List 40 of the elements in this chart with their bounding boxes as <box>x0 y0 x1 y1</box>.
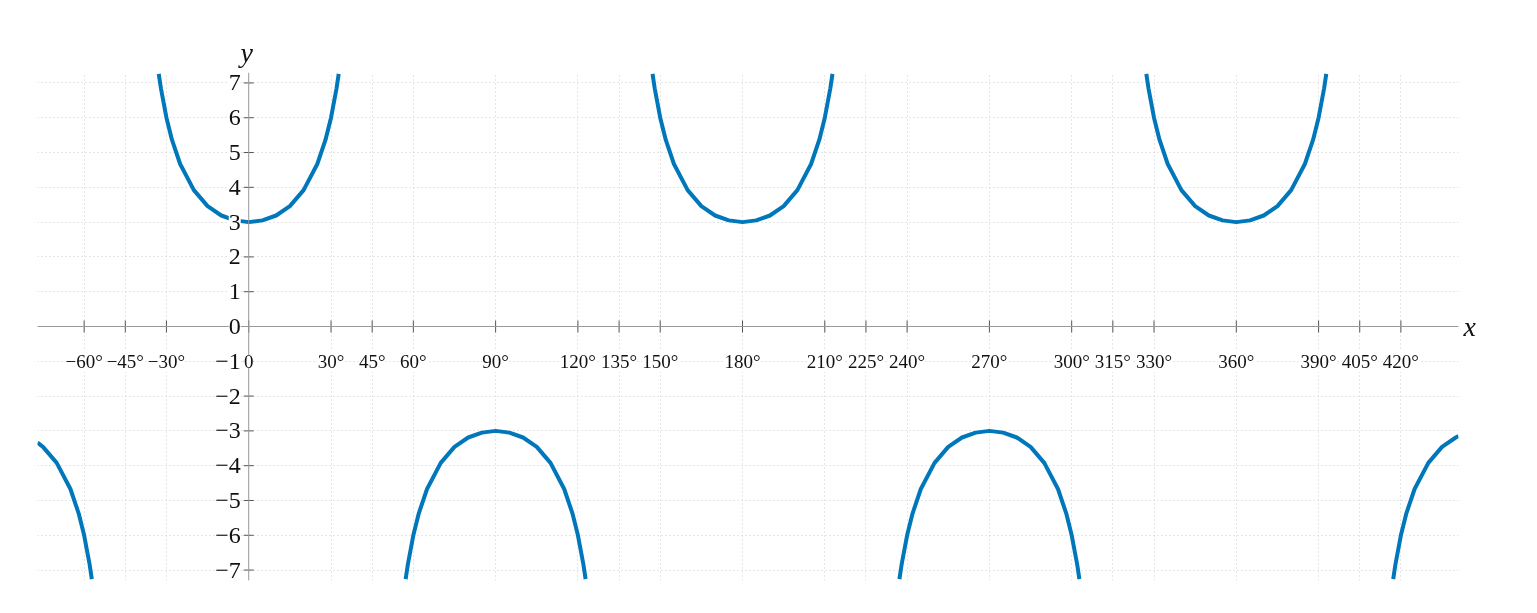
y-tick-label: 5 <box>228 139 241 166</box>
x-tick-label: 210° <box>806 351 843 372</box>
y-tick-label: 1 <box>228 278 241 305</box>
x-tick-label: 225° <box>847 351 885 372</box>
x-tick-label: 390° <box>1300 351 1337 372</box>
y-tick-label: −6 <box>215 521 241 548</box>
x-tick-label: −30° <box>147 351 186 372</box>
x-tick-label: −45° <box>106 351 144 372</box>
x-tick-label: 90° <box>482 351 509 372</box>
x-tick-label: −60° <box>65 351 103 372</box>
x-tick-label: 330° <box>1135 351 1173 372</box>
x-tick-label: 420° <box>1382 351 1419 372</box>
x-tick-label: 405° <box>1341 351 1378 372</box>
y-tick-label: 3 <box>228 208 241 235</box>
y-tick-label: −1 <box>215 347 241 374</box>
y-tick-label: −2 <box>215 382 241 409</box>
x-axis-title: x <box>1462 311 1477 342</box>
x-tick-label: 240° <box>889 351 926 372</box>
x-tick-label: 0 <box>243 351 254 372</box>
y-tick-label: −4 <box>215 452 241 479</box>
y-tick-label: −7 <box>215 556 241 583</box>
x-tick-label: 120° <box>559 351 596 372</box>
x-tick-label: 180° <box>724 351 761 372</box>
y-axis-title: y <box>237 36 254 68</box>
x-tick-label: 60° <box>400 351 427 372</box>
y-tick-label: 2 <box>228 243 241 270</box>
x-tick-label: 150° <box>642 351 679 372</box>
x-tick-label: 270° <box>971 351 1008 372</box>
y-tick-label: 6 <box>228 104 241 131</box>
x-tick-label: 360° <box>1218 351 1255 372</box>
y-tick-label: −5 <box>215 486 241 513</box>
x-tick-label: 45° <box>358 351 386 372</box>
y-tick-label: 4 <box>228 173 241 200</box>
x-tick-label: 315° <box>1094 351 1131 372</box>
x-tick-label: 30° <box>317 351 345 372</box>
y-tick-label: 0 <box>228 313 241 339</box>
x-tick-label: 300° <box>1053 351 1090 372</box>
y-tick-label: −3 <box>215 417 241 444</box>
x-tick-label: 135° <box>601 351 638 372</box>
y-tick-label: 7 <box>228 69 241 96</box>
